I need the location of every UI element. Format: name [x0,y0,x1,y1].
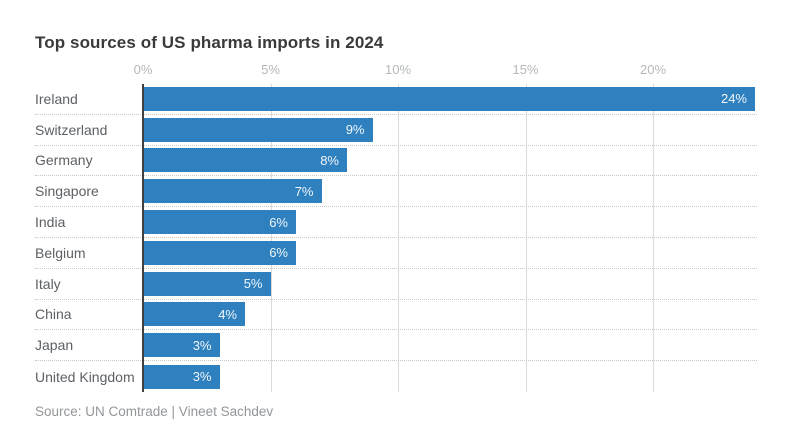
x-tick-label: 0% [133,62,153,77]
bar-value-label: 9% [345,122,365,138]
chart-row: Singapore 7% [35,176,757,208]
bar-value-label: 8% [320,152,339,168]
bar: 3% [144,364,220,389]
bar-area: 3% [143,361,757,392]
bar-area: 9% [143,115,757,145]
bar-value-label: 7% [294,183,314,199]
bar-area: 6% [143,207,757,237]
chart-row: Japan 3% [35,330,757,362]
vertical-gridline [653,84,654,392]
bar-chart: 0% 5% 10% 15% 20% Ireland 24% Switzerland 9% Ger… [35,60,757,392]
x-tick-label: 5% [261,62,280,77]
chart-row: India 6% [35,207,757,238]
x-tick-label: 10% [384,62,412,77]
source-attribution: Source: UN Comtrade | Vineet Sachdev [35,404,274,419]
bar-area: 4% [143,300,757,330]
chart-row: Italy 5% [35,269,757,300]
category-label: Ireland [35,90,78,107]
bar: 7% [144,179,322,204]
bar-value-label: 6% [269,214,288,230]
category-label: China [35,306,72,323]
category-label: Germany [35,152,93,169]
plot-area: Ireland 24% Switzerland 9% Germany 8% Singapor… [35,84,757,392]
bar: 5% [144,271,271,296]
vertical-gridline [398,84,399,392]
chart-title: Top sources of US pharma imports in 2024 [35,33,384,52]
bar: 3% [144,333,220,358]
bar-value-label: 4% [218,306,237,322]
vertical-gridline [525,84,527,392]
chart-row: Germany 8% [35,146,757,177]
category-label: United Kingdom [35,368,135,385]
category-label: Japan [35,337,74,354]
bar: 6% [144,210,296,235]
chart-row: China 4% [35,300,757,331]
bar-value-label: 24% [720,91,747,107]
bar: 8% [144,148,347,173]
x-tick-label: 15% [512,62,539,77]
x-tick-label: 20% [639,62,667,77]
bar-area: 3% [143,330,757,360]
bar-area: 8% [143,146,757,176]
category-label: Italy [35,275,61,292]
chart-row: Belgium 6% [35,238,757,269]
vertical-gridline [270,84,272,392]
bar-value-label: 5% [243,276,263,292]
bar: 6% [144,240,296,265]
category-label: India [35,214,66,231]
bar: 9% [144,117,373,142]
category-label: Singapore [35,183,99,200]
chart-row: United Kingdom 3% [35,361,757,392]
zero-axis-line [142,84,144,392]
bar: 4% [144,302,245,327]
bar-area: 24% [143,84,757,114]
bar-value-label: 3% [192,369,212,385]
bar-area: 7% [143,176,757,206]
category-label: Switzerland [35,121,108,138]
chart-row: Switzerland 9% [35,115,757,146]
bar: 24% [144,86,755,111]
bar-area: 6% [143,238,757,268]
bar-value-label: 6% [269,245,288,261]
chart-row: Ireland 24% [35,84,757,115]
category-label: Belgium [35,244,86,261]
bar-area: 5% [143,269,757,299]
bar-value-label: 3% [192,337,212,353]
